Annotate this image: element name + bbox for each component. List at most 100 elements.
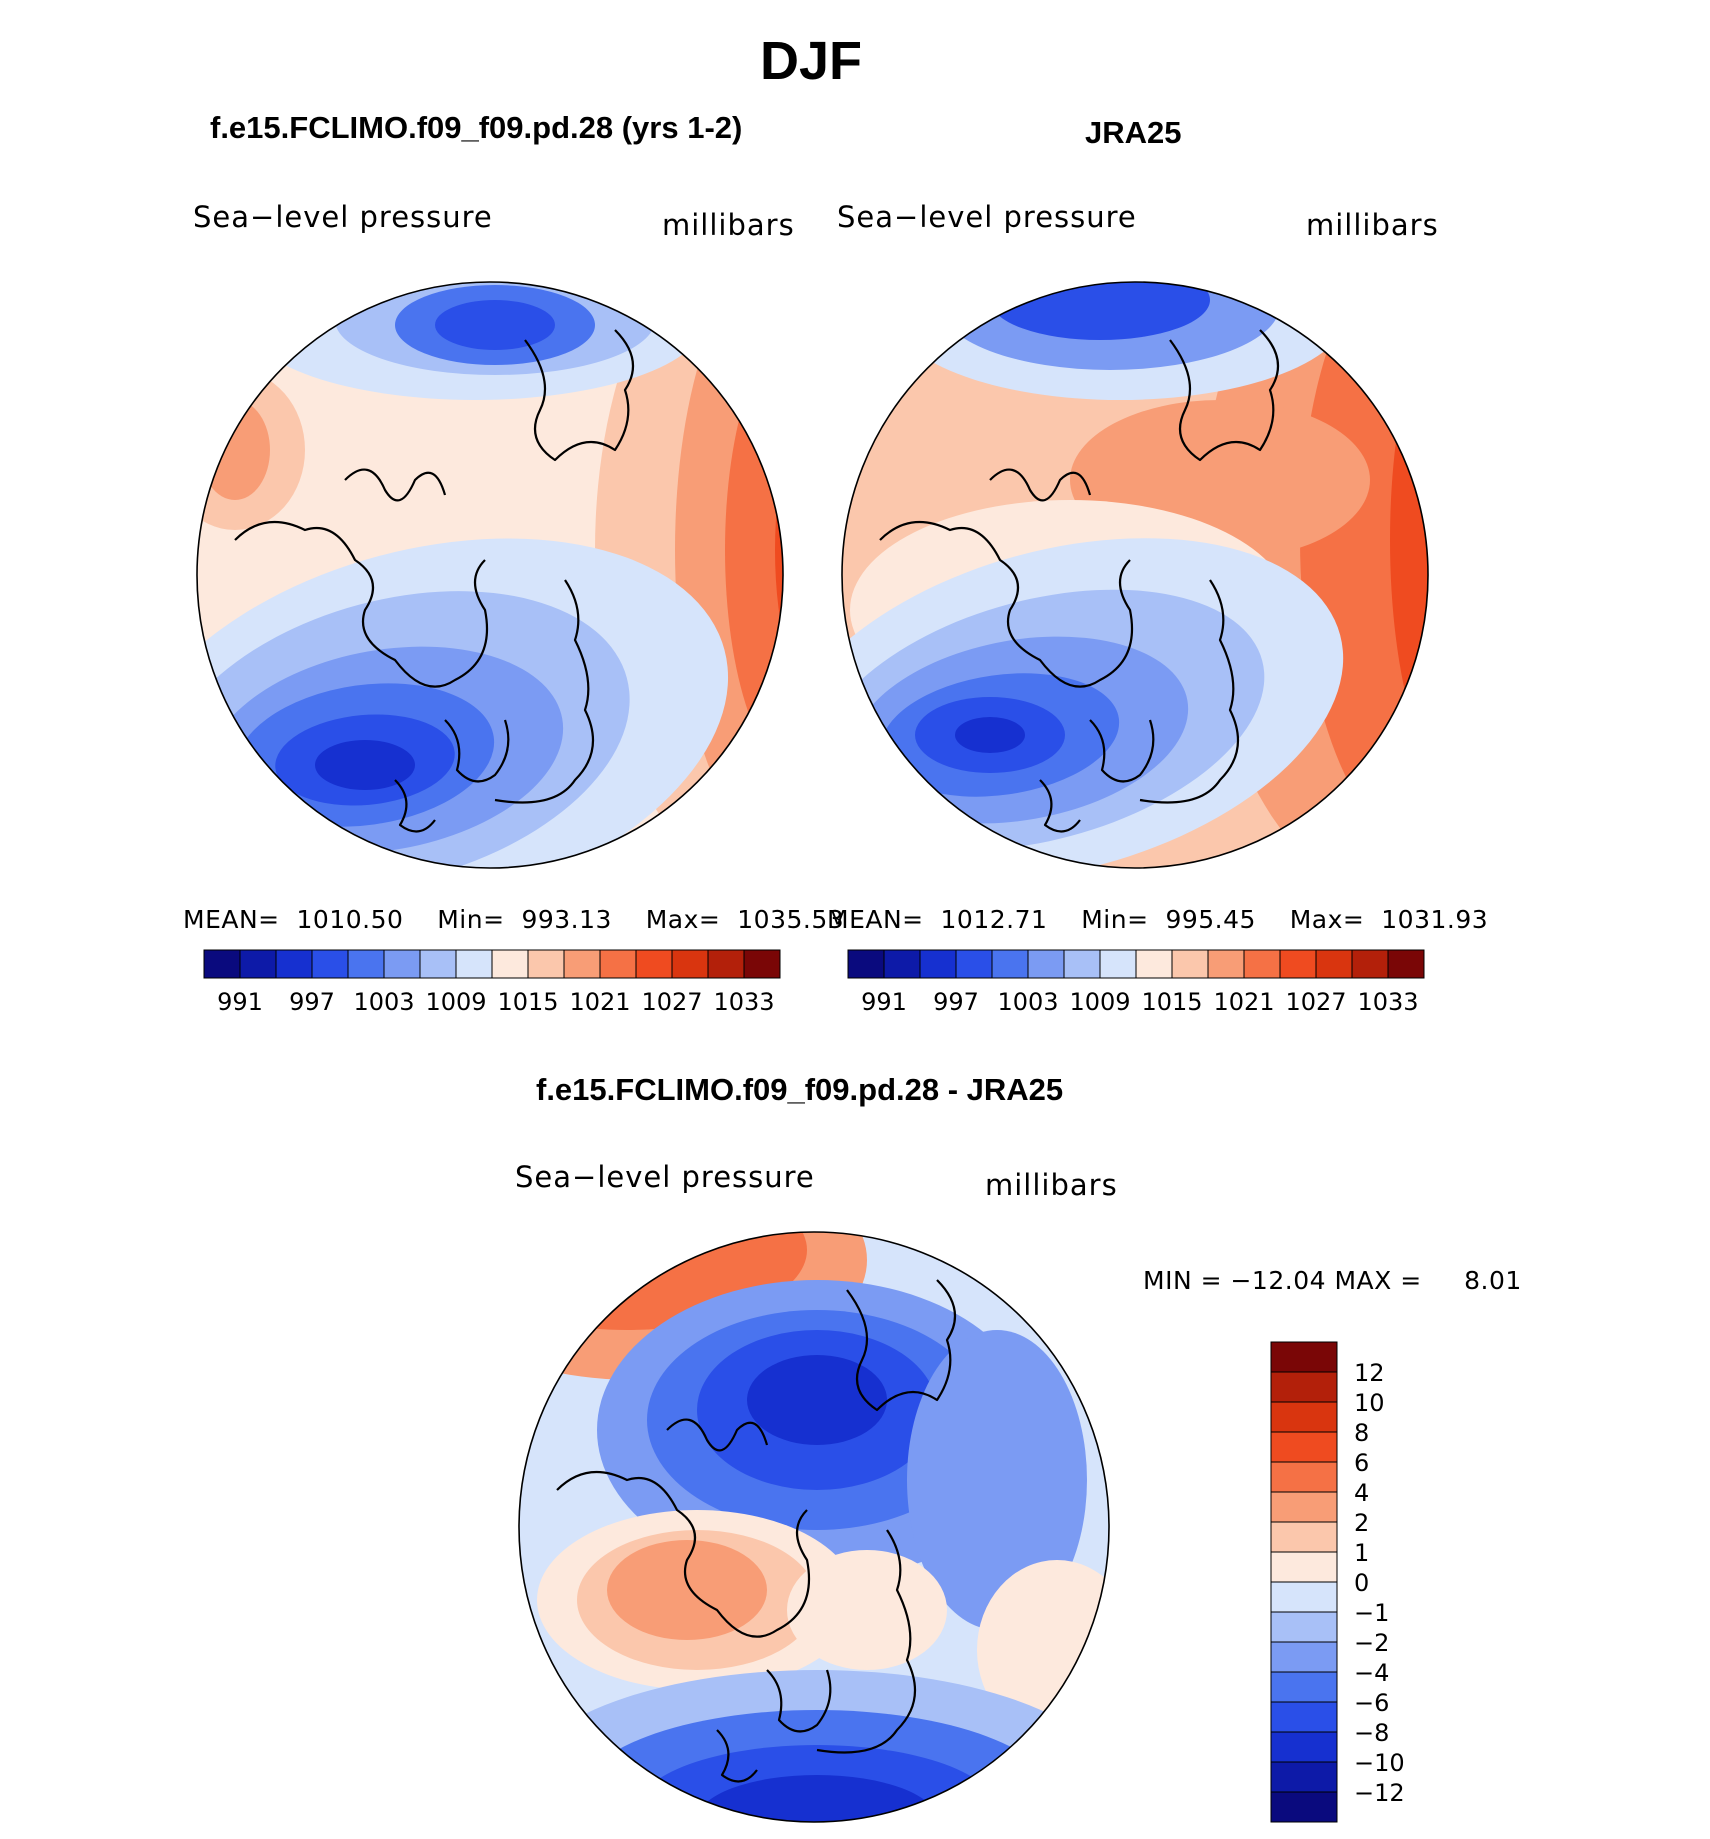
colorbar-swatch xyxy=(1270,1461,1338,1493)
colorbar-swatch xyxy=(1351,949,1389,979)
colorbar-swatch xyxy=(1270,1641,1338,1673)
panel-1-variable: Sea−level pressure xyxy=(193,200,493,234)
diff-title: f.e15.FCLIMO.f09_f09.pd.28 - JRA25 xyxy=(536,1072,1064,1107)
colorbar-swatch xyxy=(203,949,241,979)
colorbar-swatch xyxy=(1063,949,1101,979)
panel-2-mean: 1012.71 xyxy=(940,905,1048,934)
panel-1-stats: MEAN= 1010.50 Min= 993.13 Max= 1035.53 xyxy=(183,905,844,934)
colorbar-swatch xyxy=(955,949,993,979)
panel-1-min: 993.13 xyxy=(521,905,612,934)
panel-2-min: 995.45 xyxy=(1165,905,1256,934)
panel-2-map xyxy=(841,281,1429,869)
colorbar-swatch xyxy=(1270,1791,1338,1823)
diff-map xyxy=(518,1231,1110,1823)
colorbar-tick-label: 1033 xyxy=(713,988,774,1016)
colorbar-tick-label: −12 xyxy=(1354,1779,1405,1807)
panel-1-units: millibars xyxy=(662,208,795,242)
colorbar-swatch xyxy=(707,949,745,979)
colorbar-tick-label: 12 xyxy=(1354,1359,1385,1387)
diff-variable: Sea−level pressure xyxy=(515,1160,815,1194)
colorbar-swatch xyxy=(1270,1551,1338,1583)
panel-1-min-label: Min= xyxy=(437,905,505,934)
colorbar-tick-label: 997 xyxy=(933,988,979,1016)
colorbar-swatch xyxy=(1270,1611,1338,1643)
colorbar-tick-label: 1021 xyxy=(1213,988,1274,1016)
panel-2-title: JRA25 xyxy=(1085,115,1182,150)
colorbar-swatch xyxy=(1270,1761,1338,1793)
colorbar-swatch xyxy=(1027,949,1065,979)
colorbar-swatch xyxy=(347,949,385,979)
colorbar-swatch xyxy=(1270,1731,1338,1763)
colorbar-tick-label: 1003 xyxy=(353,988,414,1016)
panel-1-title: f.e15.FCLIMO.f09_f09.pd.28 (yrs 1-2) xyxy=(210,110,743,145)
panel-2-stats: MEAN= 1012.71 Min= 995.45 Max= 1031.93 xyxy=(827,905,1488,934)
colorbar-swatch xyxy=(1135,949,1173,979)
colorbar-swatch xyxy=(1270,1521,1338,1553)
panel-2-max-label: Max= xyxy=(1289,905,1365,934)
colorbar-swatch xyxy=(1270,1371,1338,1403)
panel-2-mean-label: MEAN= xyxy=(827,905,924,934)
colorbar-swatch xyxy=(563,949,601,979)
colorbar-swatch xyxy=(491,949,529,979)
colorbar-swatch xyxy=(1099,949,1137,979)
colorbar-swatch xyxy=(1279,949,1317,979)
map-boundary xyxy=(841,281,1429,869)
colorbar-swatch xyxy=(239,949,277,979)
colorbar-swatch xyxy=(1387,949,1425,979)
colorbar-tick-label: 1009 xyxy=(425,988,486,1016)
colorbar-swatch xyxy=(919,949,957,979)
colorbar-swatch xyxy=(599,949,637,979)
colorbar-swatch xyxy=(455,949,493,979)
panel-2-colorbar: 991 997 1003 1009 1015 1021 1027 1033 xyxy=(847,949,1425,1016)
colorbar-tick-label: 1021 xyxy=(569,988,630,1016)
colorbar-tick-label: 991 xyxy=(861,988,907,1016)
panel-1-mean-label: MEAN= xyxy=(183,905,280,934)
colorbar-swatch xyxy=(419,949,457,979)
colorbar-swatch xyxy=(1270,1581,1338,1613)
colorbar-swatch xyxy=(1270,1491,1338,1523)
diff-units: millibars xyxy=(985,1168,1118,1202)
colorbar-tick-label: 1027 xyxy=(641,988,702,1016)
colorbar-swatch xyxy=(1270,1671,1338,1703)
colorbar-swatch xyxy=(527,949,565,979)
colorbar-tick-label: 1033 xyxy=(1357,988,1418,1016)
colorbar-swatch xyxy=(1270,1341,1338,1373)
colorbar-swatch xyxy=(1270,1701,1338,1733)
panel-1-colorbar: 991 997 1003 1009 1015 1021 1027 1033 xyxy=(203,949,781,1016)
colorbar-tick-label: 10 xyxy=(1354,1389,1385,1417)
panel-2-variable: Sea−level pressure xyxy=(837,200,1137,234)
colorbar-swatch xyxy=(1315,949,1353,979)
colorbar-tick-label: 1015 xyxy=(1141,988,1202,1016)
page-title: DJF xyxy=(760,31,863,91)
colorbar-swatch xyxy=(275,949,313,979)
colorbar-tick-label: 2 xyxy=(1354,1509,1369,1537)
colorbar-swatch xyxy=(1171,949,1209,979)
colorbar-tick-label: −4 xyxy=(1354,1659,1389,1687)
colorbar-swatch xyxy=(635,949,673,979)
colorbar-tick-label: 4 xyxy=(1354,1479,1369,1507)
colorbar-swatch xyxy=(847,949,885,979)
colorbar-tick-label: 997 xyxy=(289,988,335,1016)
colorbar-tick-label: −6 xyxy=(1354,1689,1389,1717)
colorbar-tick-label: 6 xyxy=(1354,1449,1369,1477)
colorbar-swatch xyxy=(311,949,349,979)
colorbar-tick-label: 1 xyxy=(1354,1539,1369,1567)
colorbar-tick-label: 0 xyxy=(1354,1569,1369,1597)
colorbar-tick-label: 8 xyxy=(1354,1419,1369,1447)
colorbar-tick-label: −1 xyxy=(1354,1599,1389,1627)
colorbar-tick-label: 1009 xyxy=(1069,988,1130,1016)
colorbar-tick-label: −8 xyxy=(1354,1719,1389,1747)
diff-minmax-text: MIN = −12.04 MAX = xyxy=(1143,1266,1422,1295)
diff-max-value: 8.01 xyxy=(1464,1266,1522,1295)
panel-1-map xyxy=(196,281,784,869)
panel-1-mean: 1010.50 xyxy=(296,905,404,934)
panel-1-max-label: Max= xyxy=(645,905,721,934)
map-boundary xyxy=(518,1231,1110,1823)
colorbar-tick-label: 991 xyxy=(217,988,263,1016)
colorbar-swatch xyxy=(1270,1401,1338,1433)
panel-2-max: 1031.93 xyxy=(1381,905,1489,934)
panel-1-max: 1035.53 xyxy=(737,905,845,934)
diff-minmax: MIN = −12.04 MAX = 8.01 xyxy=(1143,1266,1522,1295)
panel-2-units: millibars xyxy=(1306,208,1439,242)
